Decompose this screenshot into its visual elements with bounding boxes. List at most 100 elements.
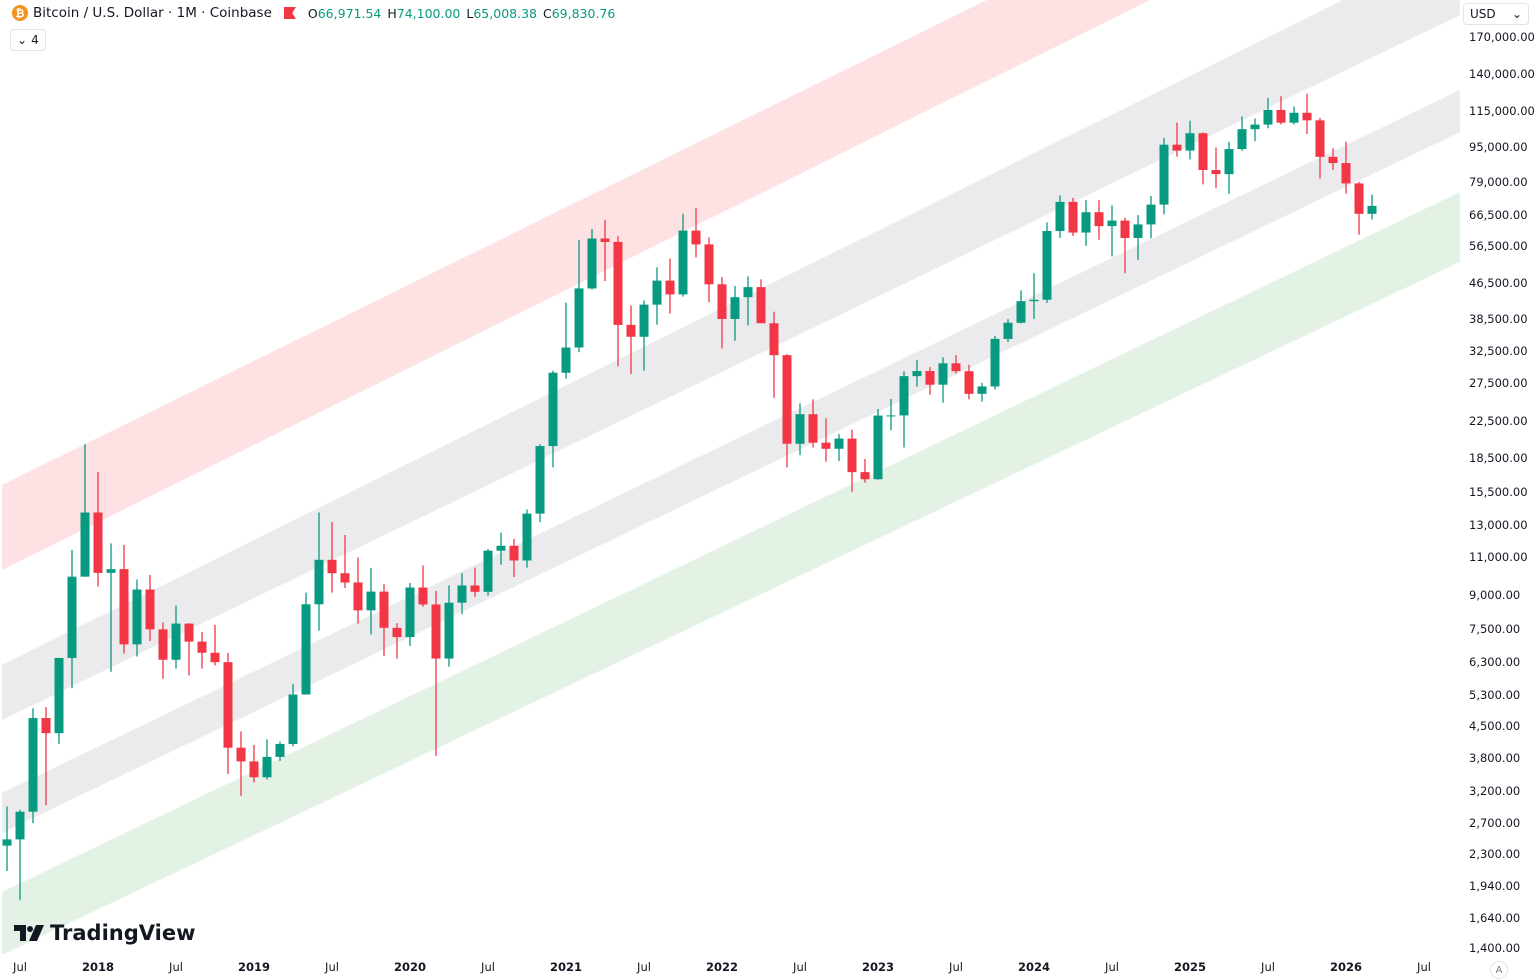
chevron-down-icon: ⌄ <box>17 33 28 47</box>
candle-body <box>587 238 597 289</box>
candle-body <box>951 363 961 372</box>
candle-body <box>795 414 805 444</box>
candle <box>210 624 220 666</box>
time-tick-label: Jul <box>1105 960 1119 974</box>
candle <box>15 809 25 901</box>
candle <box>197 631 207 669</box>
candle-body <box>522 513 532 561</box>
candle-body <box>1211 170 1221 175</box>
candle <box>1159 138 1169 215</box>
price-tick-label: 6,300.00 <box>1469 655 1521 670</box>
ohlc-close: C69,830.76 <box>542 5 616 21</box>
tradingview-logo[interactable]: TradingView <box>14 921 195 945</box>
candle <box>1120 217 1130 274</box>
candle <box>639 300 649 371</box>
candle-body <box>1224 149 1234 175</box>
candle-body <box>1172 144 1182 151</box>
price-tick-label: 170,000.00 <box>1469 30 1535 44</box>
candle-body <box>652 280 662 305</box>
candle-body <box>119 569 129 645</box>
candle <box>730 285 740 341</box>
candle-body <box>431 604 441 659</box>
candle <box>340 534 350 588</box>
candle-body <box>1029 299 1039 302</box>
candle-body <box>158 629 168 660</box>
price-tick-label: 56,500.00 <box>1469 239 1528 254</box>
candle <box>158 622 168 679</box>
candle-body <box>626 324 636 337</box>
time-tick-label: Jul <box>949 960 963 974</box>
candle <box>1133 215 1143 260</box>
candle-body <box>574 288 584 348</box>
candle <box>1081 200 1091 246</box>
candle-body <box>769 323 779 356</box>
candle <box>964 364 974 400</box>
candle <box>613 236 623 367</box>
candle-body <box>938 363 948 385</box>
candle-body <box>821 442 831 449</box>
price-tick-label: 3,800.00 <box>1469 751 1521 766</box>
candle-body <box>1354 183 1364 214</box>
ohlc-open: O66,971.54 <box>307 5 382 21</box>
candle-body <box>964 371 974 394</box>
currency-select[interactable]: USD ⌄ <box>1463 3 1529 25</box>
candle-body <box>1016 301 1026 323</box>
candle-body <box>990 338 1000 387</box>
candle <box>1237 116 1247 151</box>
candle-body <box>600 238 610 242</box>
candle <box>353 557 363 624</box>
candle-body <box>184 623 194 642</box>
price-tick-label: 3,200.00 <box>1469 784 1521 798</box>
candle <box>93 472 103 587</box>
candle <box>1211 147 1221 189</box>
time-tick-label: 2019 <box>237 960 271 974</box>
candle-body <box>301 604 311 695</box>
candle <box>834 434 844 462</box>
candle-body <box>639 304 649 337</box>
price-tick-label: 2,300.00 <box>1469 846 1521 861</box>
candle-body <box>80 512 90 577</box>
time-tick-label: Jul <box>1417 960 1431 974</box>
candle <box>899 371 909 448</box>
candle <box>574 239 584 353</box>
candle <box>1029 273 1039 319</box>
symbol-legend[interactable]: ₿ Bitcoin / U.S. Dollar · 1M · Coinbase … <box>12 5 621 21</box>
candle <box>392 623 402 659</box>
indicators-toggle-button[interactable]: ⌄ 4 <box>10 29 46 51</box>
candle-body <box>483 550 493 592</box>
candle <box>1367 194 1377 220</box>
candle <box>80 444 90 577</box>
flag-icon[interactable] <box>283 7 296 19</box>
candle-body <box>1276 109 1286 123</box>
candle-body <box>314 559 324 605</box>
candle-body <box>678 230 688 295</box>
candle-body <box>1055 201 1065 232</box>
candle-body <box>249 761 259 778</box>
candle <box>1302 93 1312 134</box>
candle <box>119 544 129 654</box>
candle <box>1003 319 1013 342</box>
price-tick-label: 115,000.00 <box>1469 104 1535 119</box>
candle <box>366 567 376 635</box>
candle-body <box>743 287 753 298</box>
candle <box>1185 120 1195 160</box>
candle-body <box>41 718 51 734</box>
candle-body <box>327 559 337 574</box>
candle-body <box>665 280 675 295</box>
time-tick-label: Jul <box>13 960 27 974</box>
watermark-text: TradingView <box>50 921 196 945</box>
candle-body <box>1159 144 1169 205</box>
candle-body <box>275 743 285 757</box>
auto-scale-button[interactable]: A <box>1490 961 1508 979</box>
indicators-count: 4 <box>31 33 39 47</box>
price-tick-label: 15,500.00 <box>1469 484 1528 499</box>
candle-body <box>93 512 103 573</box>
candle-body <box>418 587 428 605</box>
bitcoin-icon: ₿ <box>12 5 28 21</box>
candle <box>652 267 662 325</box>
candle <box>431 590 441 756</box>
candle <box>171 605 181 669</box>
candle <box>132 579 142 657</box>
candle <box>1146 195 1156 239</box>
